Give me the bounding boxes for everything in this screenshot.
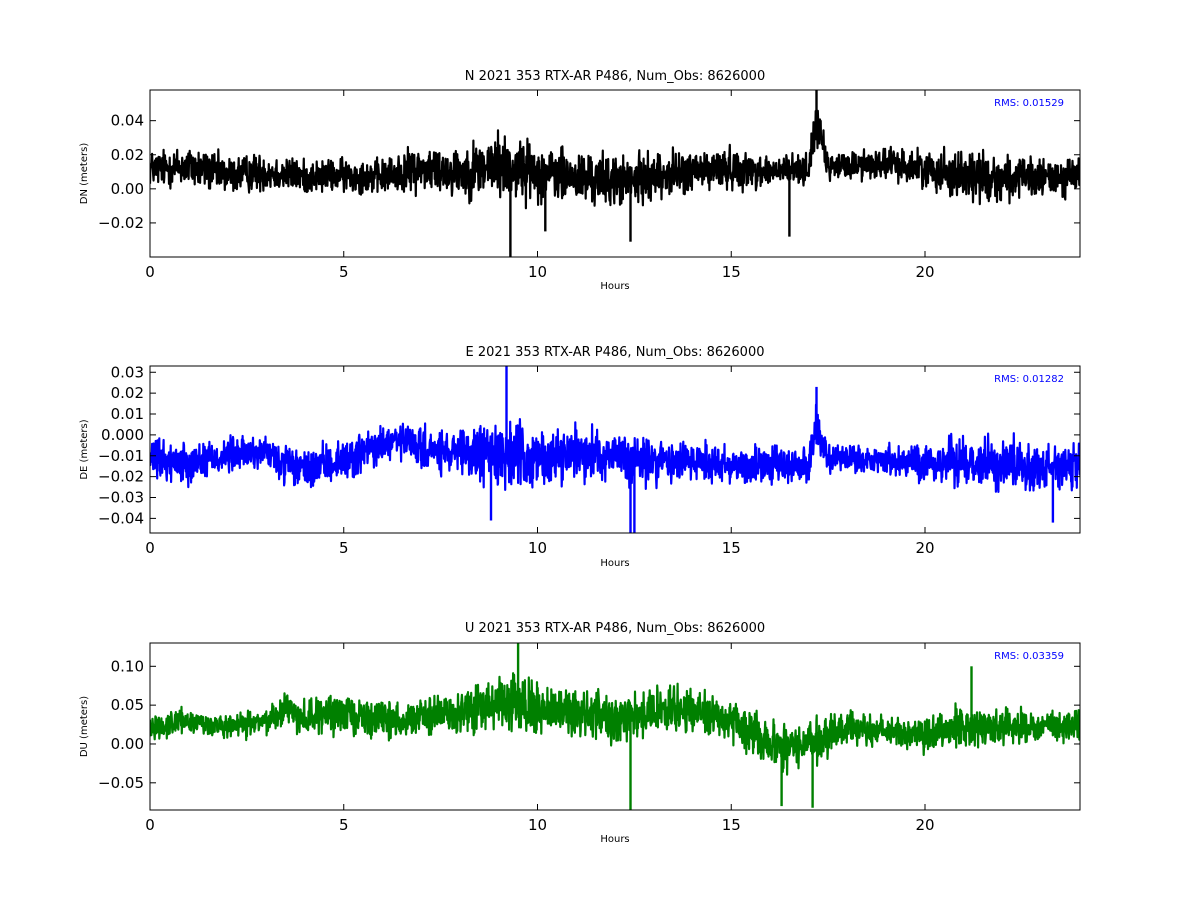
panel-up: U 2021 353 RTX-AR P486, Num_Obs: 8626000… (79, 621, 1081, 845)
east-x-ticks: 0 5 10 15 20 (145, 366, 935, 557)
north-plot-series (150, 90, 1080, 257)
up-y-tick-label: 0.10 (111, 657, 144, 675)
east-y-tick-label: 0.02 (111, 384, 144, 402)
east-plot-series (150, 366, 1080, 533)
east-y-tick-label: −0.01 (98, 447, 144, 465)
east-x-tick-label: 0 (145, 539, 155, 557)
up-x-tick-label: 20 (915, 816, 934, 834)
north-y-tick-label: 0.02 (111, 146, 144, 164)
east-y-tick-label: −0.02 (98, 468, 144, 486)
north-y-tick-label: 0.04 (111, 112, 144, 130)
north-rms-label: RMS: 0.01529 (994, 98, 1064, 109)
north-x-tick-label: 20 (915, 263, 934, 281)
north-y-tick-label: 0.00 (111, 180, 144, 198)
up-x-axis-label: Hours (600, 834, 629, 845)
up-x-tick-label: 5 (339, 816, 349, 834)
east-x-axis-label: Hours (600, 558, 629, 569)
panel-east: E 2021 353 RTX-AR P486, Num_Obs: 8626000… (79, 345, 1081, 569)
north-x-ticks: 0 5 10 15 20 (145, 90, 935, 281)
up-rms-label: RMS: 0.03359 (994, 651, 1064, 662)
north-y-tick-label: −0.02 (98, 214, 144, 232)
up-y-tick-label: 0.05 (111, 696, 144, 714)
east-y-tick-label: 0.000 (101, 426, 144, 444)
east-y-ticks: −0.04 −0.03 −0.02 −0.01 0.000 0.01 0.02 0.03 (98, 363, 1080, 527)
up-x-ticks: 0 5 10 15 20 (145, 643, 935, 834)
east-series-line (150, 403, 1080, 493)
east-y-axis-label: DE (meters) (79, 419, 90, 479)
north-x-axis-label: Hours (600, 281, 629, 292)
east-y-tick-label: 0.03 (111, 363, 144, 381)
east-plot-frame (149, 365, 1081, 534)
north-series-line (150, 109, 1080, 210)
north-x-tick-label: 15 (722, 263, 741, 281)
up-x-tick-label: 0 (145, 816, 155, 834)
up-x-tick-label: 15 (722, 816, 741, 834)
up-y-ticks: −0.05 0.00 0.05 0.10 (98, 657, 1080, 792)
east-x-tick-label: 15 (722, 539, 741, 557)
east-x-tick-label: 20 (915, 539, 934, 557)
up-y-tick-label: 0.00 (111, 735, 144, 753)
panel-north: N 2021 353 RTX-AR P486, Num_Obs: 8626000… (79, 69, 1081, 292)
east-rms-label: RMS: 0.01282 (994, 374, 1064, 385)
up-y-tick-label: −0.05 (98, 774, 144, 792)
east-y-tick-label: 0.01 (111, 405, 144, 423)
north-x-tick-label: 0 (145, 263, 155, 281)
north-x-tick-label: 5 (339, 263, 349, 281)
up-y-axis-label: DU (meters) (79, 696, 90, 757)
up-series-line (150, 672, 1080, 776)
up-x-tick-label: 10 (528, 816, 547, 834)
east-y-tick-label: −0.03 (98, 489, 144, 507)
north-plot-frame (149, 89, 1081, 258)
north-y-axis-label: DN (meters) (79, 143, 90, 205)
north-y-ticks: −0.02 0.00 0.02 0.04 (98, 112, 1080, 232)
up-plot-series (150, 643, 1080, 810)
north-x-tick-label: 10 (528, 263, 547, 281)
east-y-tick-label: −0.04 (98, 509, 144, 527)
up-panel-title: U 2021 353 RTX-AR P486, Num_Obs: 8626000 (465, 621, 765, 636)
east-x-tick-label: 10 (528, 539, 547, 557)
east-panel-title: E 2021 353 RTX-AR P486, Num_Obs: 8626000 (466, 345, 765, 360)
north-panel-title: N 2021 353 RTX-AR P486, Num_Obs: 8626000 (465, 69, 765, 84)
east-x-tick-label: 5 (339, 539, 349, 557)
up-plot-frame (149, 642, 1081, 811)
